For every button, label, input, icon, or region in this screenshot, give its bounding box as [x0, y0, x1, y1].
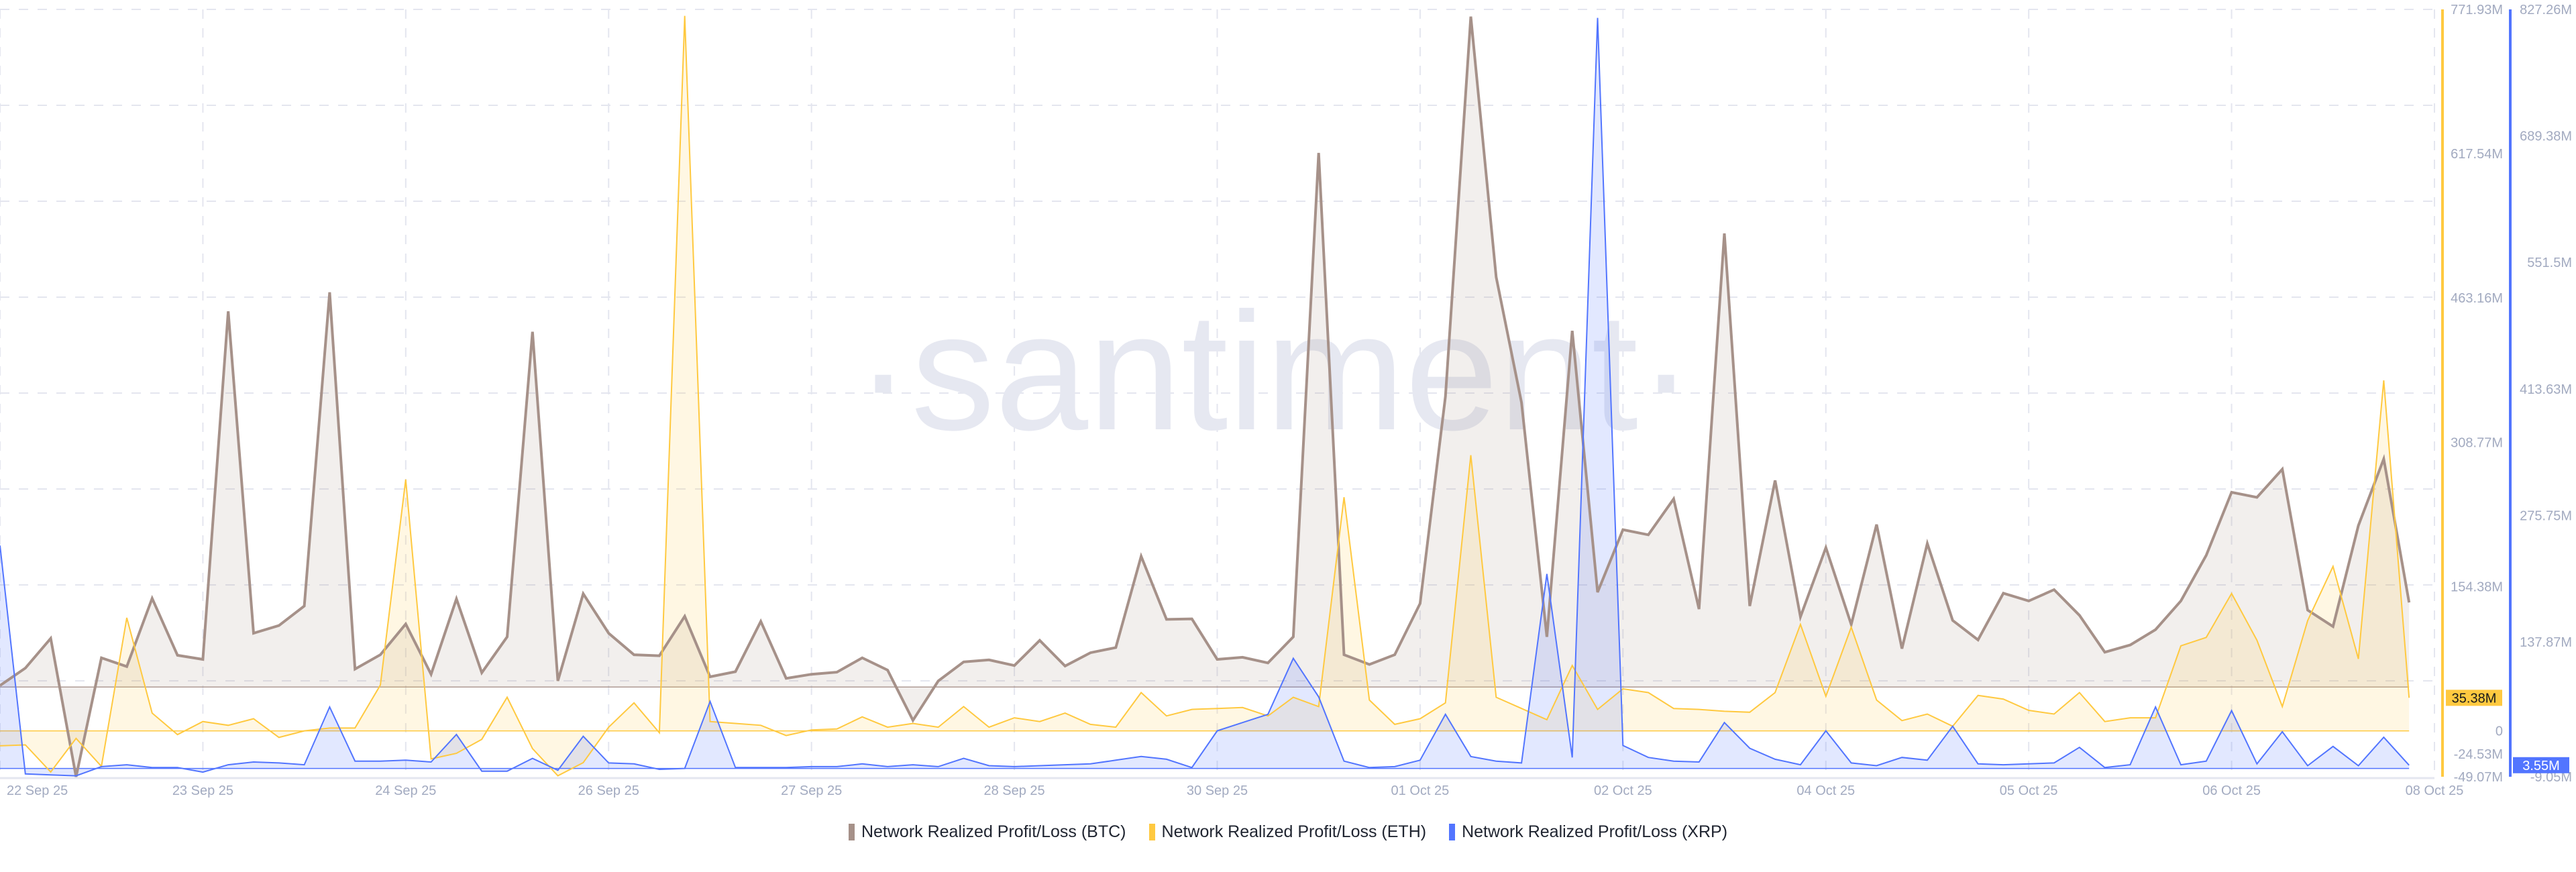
- y-tick-label-eth: -24.53M: [2454, 747, 2503, 762]
- y-tick-label-xrp: -9.05M: [2530, 770, 2572, 785]
- y-tick-label-xrp: 551.5M: [2527, 256, 2572, 270]
- legend-item-btc[interactable]: Network Realized Profit/Loss (BTC): [848, 822, 1126, 842]
- y-tick-label-eth: -49.07M: [2454, 770, 2503, 785]
- y-tick-label-xrp: 689.38M: [2520, 129, 2572, 144]
- grid: [0, 9, 2435, 777]
- y-tick-label-xrp: 275.75M: [2520, 508, 2572, 523]
- legend: Network Realized Profit/Loss (BTC) Netwo…: [0, 822, 2576, 842]
- axes: 771.93M 617.54M 463.16M 308.77M 154.38M 0 -24.…: [0, 3, 2572, 785]
- legend-swatch-xrp: [1449, 824, 1456, 840]
- x-tick-label: 01 Oct 25: [1391, 783, 1450, 798]
- last-value-badge-xrp: [2513, 757, 2569, 773]
- series-fills: [0, 15, 2410, 777]
- y-tick-label-eth: 771.93M: [2451, 3, 2503, 17]
- x-tick-label: 06 Oct 25: [2202, 783, 2261, 798]
- x-tick-label: 08 Oct 25: [2406, 783, 2464, 798]
- x-tick-label: 28 Sep 25: [983, 783, 1044, 798]
- last-value-badge-eth: [2446, 690, 2502, 706]
- y-tick-label-eth: 463.16M: [2451, 291, 2503, 306]
- y-tick-label-eth: 617.54M: [2451, 147, 2503, 162]
- legend-label-btc: Network Realized Profit/Loss (BTC): [861, 822, 1126, 841]
- series-line-btc: [0, 16, 2411, 777]
- legend-label-xrp: Network Realized Profit/Loss (XRP): [1462, 822, 1728, 841]
- y-tick-label-eth: 0: [2496, 724, 2503, 739]
- legend-item-eth[interactable]: Network Realized Profit/Loss (ETH): [1148, 822, 1427, 842]
- legend-label-eth: Network Realized Profit/Loss (ETH): [1161, 822, 1427, 841]
- x-tick-label: 02 Oct 25: [1594, 783, 1652, 798]
- x-tick-label: 22 Sep 25: [7, 783, 68, 798]
- x-axis-labels: 22 Sep 25 23 Sep 25 24 Sep 25 26 Sep 25 27 S…: [7, 783, 2463, 798]
- x-tick-label: 04 Oct 25: [1796, 783, 1855, 798]
- x-tick-label: 27 Sep 25: [781, 783, 842, 798]
- y-tick-label-xrp: 827.26M: [2520, 3, 2572, 17]
- x-tick-label: 05 Oct 25: [2000, 783, 2058, 798]
- x-tick-label: 26 Sep 25: [578, 783, 639, 798]
- y-tick-label-xrp: 413.63M: [2520, 382, 2572, 397]
- legend-swatch-eth: [1148, 824, 1155, 840]
- y-tick-label-xrp: 137.87M: [2520, 635, 2572, 650]
- series-line-xrp: [0, 17, 2410, 777]
- x-tick-label: 23 Sep 25: [172, 783, 233, 798]
- y-tick-label-eth: 154.38M: [2451, 580, 2503, 595]
- santiment-watermark: ·santiment·: [855, 278, 1694, 465]
- y-tick-label-eth: 308.77M: [2451, 435, 2503, 450]
- x-tick-label: 24 Sep 25: [375, 783, 436, 798]
- last-value-label-eth: 35.38M: [2452, 691, 2497, 706]
- x-tick-label: 30 Sep 25: [1187, 783, 1248, 798]
- series-line-eth: [0, 15, 2410, 777]
- last-value-label-xrp: 3.55M: [2522, 759, 2560, 773]
- legend-swatch-btc: [848, 824, 855, 840]
- area-fill-eth: [0, 15, 2410, 776]
- legend-item-xrp[interactable]: Network Realized Profit/Loss (XRP): [1449, 822, 1727, 842]
- series-lines: [0, 15, 2411, 777]
